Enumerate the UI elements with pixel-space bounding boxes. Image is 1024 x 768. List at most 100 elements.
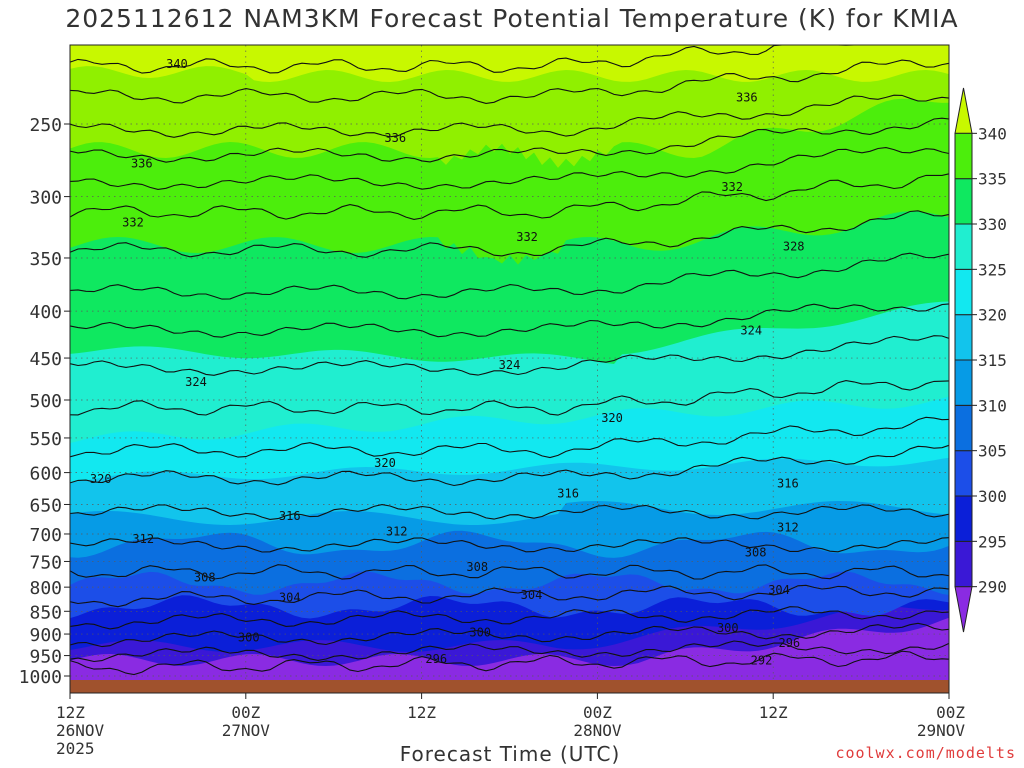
y-tick-label: 550 (29, 429, 62, 450)
colorbar-segment (954, 132, 973, 180)
contour-label: 304 (279, 590, 301, 604)
contour-line (69, 335, 950, 376)
x-tick-label: 00Z (583, 703, 612, 722)
contour-line (69, 117, 950, 163)
colorbar-segment (954, 404, 973, 452)
contour-label: 312 (132, 532, 154, 546)
y-tick-label: 450 (29, 349, 62, 370)
colorbar-label: 295 (978, 532, 1007, 551)
contour-line (69, 584, 950, 608)
contour-label: 296 (778, 636, 800, 650)
colorbar-label: 335 (978, 170, 1007, 189)
contour-line (69, 650, 950, 676)
y-tick-label: 300 (29, 188, 62, 209)
contour-label: 320 (374, 456, 396, 470)
contour-label: 320 (601, 411, 623, 425)
contour-label: 316 (279, 509, 301, 523)
plot-frame (69, 44, 950, 694)
contour-label: 332 (122, 215, 144, 229)
contour-line (69, 380, 950, 416)
x-tick-label: 26NOV (56, 721, 105, 740)
contour-label: 300 (238, 631, 260, 645)
contour-line (69, 94, 950, 138)
colorbar-segment (954, 268, 973, 316)
contour-line (69, 210, 950, 258)
credit-text: coolwx.com/modelts (835, 744, 1016, 762)
contour-label: 336 (736, 91, 758, 105)
contour-label: 320 (90, 472, 112, 486)
x-tick-label: 28NOV (573, 721, 622, 740)
colorbar-segment (954, 314, 973, 361)
contour-line (69, 59, 950, 104)
contour-label: 300 (469, 626, 491, 640)
contour-line (69, 564, 950, 580)
x-tick-label: 29NOV (917, 721, 966, 740)
contour-label: 296 (425, 652, 447, 666)
contour-label: 324 (740, 324, 762, 338)
contour-label: 304 (521, 588, 543, 602)
contour-label: 316 (557, 486, 579, 500)
y-tick-label: 500 (29, 391, 62, 412)
y-tick-label: 1000 (19, 667, 62, 688)
contour-label: 308 (745, 545, 767, 559)
x-tick-label: 00Z (936, 703, 965, 722)
contour-line (69, 622, 950, 648)
ground-strip (70, 680, 949, 693)
colorbar-segment (954, 540, 973, 588)
x-tick-label: 12Z (759, 703, 788, 722)
y-tick-label: 900 (29, 625, 62, 646)
chart-title: 2025112612 NAM3KM Forecast Potential Tem… (65, 4, 959, 33)
contour-line (69, 640, 950, 663)
colorbar-label: 315 (978, 351, 1007, 370)
contour-label: 312 (777, 521, 799, 535)
colorbar-segment (954, 223, 973, 270)
colorbar-segment (954, 359, 973, 406)
y-tick-label: 850 (29, 602, 62, 623)
colorbar-top-triangle (954, 87, 973, 134)
contour-label: 312 (386, 525, 408, 539)
contour-label: 328 (783, 239, 805, 253)
colorbar-segment (954, 495, 973, 542)
contour-label: 332 (516, 230, 538, 244)
y-tick-label: 350 (29, 249, 62, 270)
contour-label: 324 (185, 375, 207, 389)
contour-label: 308 (466, 560, 488, 574)
contour-label: 332 (721, 180, 743, 194)
contour-label: 336 (384, 131, 406, 145)
colorbar-label: 290 (978, 578, 1007, 597)
contour-line (69, 252, 950, 300)
y-tick-label: 700 (29, 525, 62, 546)
x-tick-label: 00Z (231, 703, 260, 722)
contour-label: 308 (194, 571, 216, 585)
y-tick-label: 250 (29, 115, 62, 136)
x-tick-label: 27NOV (222, 721, 271, 740)
contour-label: 300 (717, 621, 739, 635)
contour-line (69, 303, 950, 338)
y-tick-label: 650 (29, 495, 62, 516)
colorbar-label: 325 (978, 260, 1007, 279)
contour-label: 304 (768, 583, 790, 597)
colorbar-label: 340 (978, 124, 1007, 143)
contour-line (69, 504, 950, 520)
colorbar-label: 330 (978, 215, 1007, 234)
x-tick-label: 12Z (56, 703, 85, 722)
contour-fill-band (70, 45, 949, 82)
colorbar-segment (954, 450, 973, 497)
contour-line (69, 173, 950, 220)
contour-label: 316 (777, 477, 799, 491)
x-axis-label: Forecast Time (UTC) (399, 742, 621, 766)
y-tick-label: 600 (29, 464, 62, 485)
x-tick-label: 2025 (56, 739, 95, 758)
contour-line (69, 537, 950, 553)
contour-label: 292 (751, 654, 773, 668)
contour-label: 340 (166, 57, 188, 71)
colorbar-label: 305 (978, 442, 1007, 461)
y-tick-label: 800 (29, 578, 62, 599)
contour-line (69, 416, 950, 459)
colorbar-bottom-triangle (954, 586, 973, 633)
contour-line (69, 444, 950, 487)
x-tick-label: 12Z (407, 703, 436, 722)
colorbar-label: 310 (978, 396, 1007, 415)
